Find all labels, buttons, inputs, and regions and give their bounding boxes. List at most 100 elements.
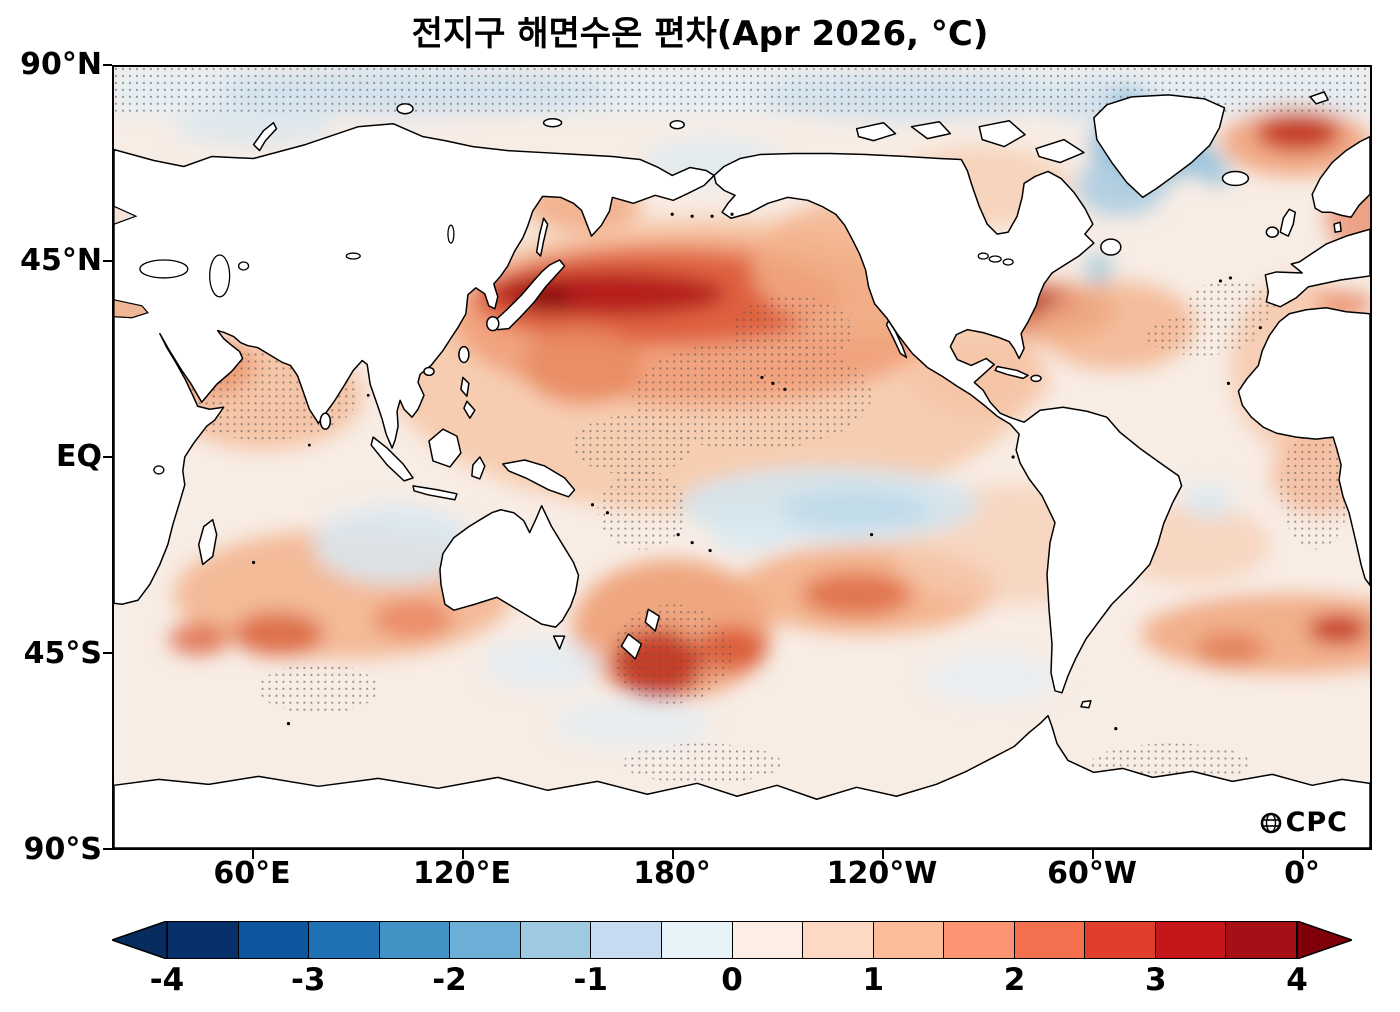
x-axis-tick [1092, 850, 1094, 859]
y-tick-label-45n: 45°N [20, 243, 102, 278]
y-axis-tick [103, 64, 112, 66]
lake-victoria [153, 465, 165, 475]
novaya-zemlya [252, 121, 278, 152]
y-tick-label-90s: 90°S [23, 832, 102, 867]
colorbar-segment [803, 922, 874, 958]
continents [114, 91, 1370, 848]
aral-sea [237, 261, 250, 271]
sumatra [370, 436, 414, 482]
colorbar-segment [168, 922, 239, 958]
colorbar-tick-label: 0 [721, 962, 743, 998]
svalbard [1309, 91, 1329, 105]
hispaniola [1030, 374, 1042, 383]
cpc-logo-text: CPC [1285, 807, 1348, 838]
x-tick-label-60e: 60°E [213, 856, 291, 891]
wrangel-island [669, 119, 685, 130]
great-lakes [988, 255, 1002, 263]
sst-anomaly-map [114, 67, 1370, 848]
small-islands [251, 212, 1262, 731]
cpc-logo: CPC [1259, 807, 1348, 838]
great-lakes [977, 252, 989, 260]
colorbar-tick-label: -2 [432, 962, 467, 998]
scandinavia [1311, 135, 1370, 218]
colorbar-tick-label: 4 [1286, 962, 1308, 998]
colorbar-segment [944, 922, 1015, 958]
x-tick-label-120e: 120°E [412, 856, 512, 891]
colorbar-segment [238, 922, 310, 958]
x-axis-tick [672, 850, 674, 859]
sri-lanka [319, 412, 332, 430]
new-zealand-south [620, 633, 643, 660]
new-zealand-north [644, 608, 661, 632]
denmark [1333, 221, 1342, 233]
cpc-globe-icon [1260, 812, 1281, 833]
colorbar-arrow-left [112, 921, 167, 959]
colorbar-segment [661, 922, 733, 958]
australia [439, 505, 580, 628]
y-axis-tick [103, 652, 112, 654]
madagascar [197, 518, 218, 566]
baltic-notch [114, 205, 138, 225]
new-siberian-islands [542, 117, 563, 128]
colorbar-tick-label: 1 [862, 962, 885, 998]
y-tick-label-45s: 45°S [23, 636, 102, 671]
tasmania [552, 635, 566, 650]
great-lakes [1002, 258, 1014, 266]
colorbar-segment [520, 922, 592, 958]
caspian-sea [209, 254, 231, 298]
map-panel: CPC [112, 65, 1372, 850]
x-axis-tick [1302, 850, 1304, 859]
eurasia-africa [114, 122, 715, 605]
arctic-island [855, 121, 897, 142]
baja-california [885, 319, 908, 359]
colorbar-segment [873, 922, 945, 958]
colorbar-tick-label: 2 [1003, 962, 1026, 998]
y-axis-tick [103, 260, 112, 262]
ireland [1265, 226, 1280, 238]
new-guinea [502, 459, 576, 498]
arctic-island [1035, 138, 1085, 164]
philippines [460, 376, 470, 398]
colorbar-segment [732, 922, 804, 958]
edge-seas [114, 205, 149, 319]
x-axis-tick [462, 850, 464, 859]
lakes [139, 224, 1014, 475]
colorbar-tick-label: -3 [291, 962, 326, 998]
sulawesi [471, 456, 486, 480]
colorbar-segment [1085, 922, 1156, 958]
y-tick-label-eq: EQ [56, 439, 102, 474]
y-axis-tick [103, 456, 112, 458]
colorbar-tick-label: 3 [1144, 962, 1167, 998]
sakhalin [535, 217, 549, 257]
newfoundland [1100, 238, 1122, 256]
arctic-island [978, 119, 1026, 148]
iceland [1221, 170, 1250, 187]
x-axis-tick [882, 850, 884, 859]
lake-balkhash [345, 252, 361, 260]
black-sea [139, 259, 189, 279]
northwest-africa [1237, 307, 1370, 587]
x-tick-label-180: 180° [633, 856, 711, 891]
falkland-islands [1080, 700, 1092, 709]
mediterranean-notch [114, 299, 149, 319]
x-tick-label-0: 0° [1284, 856, 1320, 891]
x-tick-label-120w: 120°W [826, 856, 938, 891]
europe-iberia [1264, 228, 1370, 308]
colorbar-tick-label: -1 [573, 962, 608, 998]
colorbar-tick-label: -4 [149, 962, 185, 998]
arctic-island [910, 120, 952, 140]
colorbar-segment [1014, 922, 1086, 958]
colorbar-segment [379, 922, 451, 958]
kyushu [486, 315, 500, 332]
colorbar-segment [309, 922, 380, 958]
borneo [428, 428, 462, 468]
chart-title: 전지구 해면수온 편차(Apr 2026, °C) [411, 14, 989, 54]
colorbar-body [167, 921, 1297, 959]
hainan [423, 366, 435, 377]
java [412, 485, 458, 501]
colorbar-segment [591, 922, 662, 958]
colorbar-segment [450, 922, 521, 958]
severnaya-zemlya [396, 103, 414, 115]
stipple-overlay [114, 67, 1370, 784]
colorbar-segment [1155, 922, 1227, 958]
